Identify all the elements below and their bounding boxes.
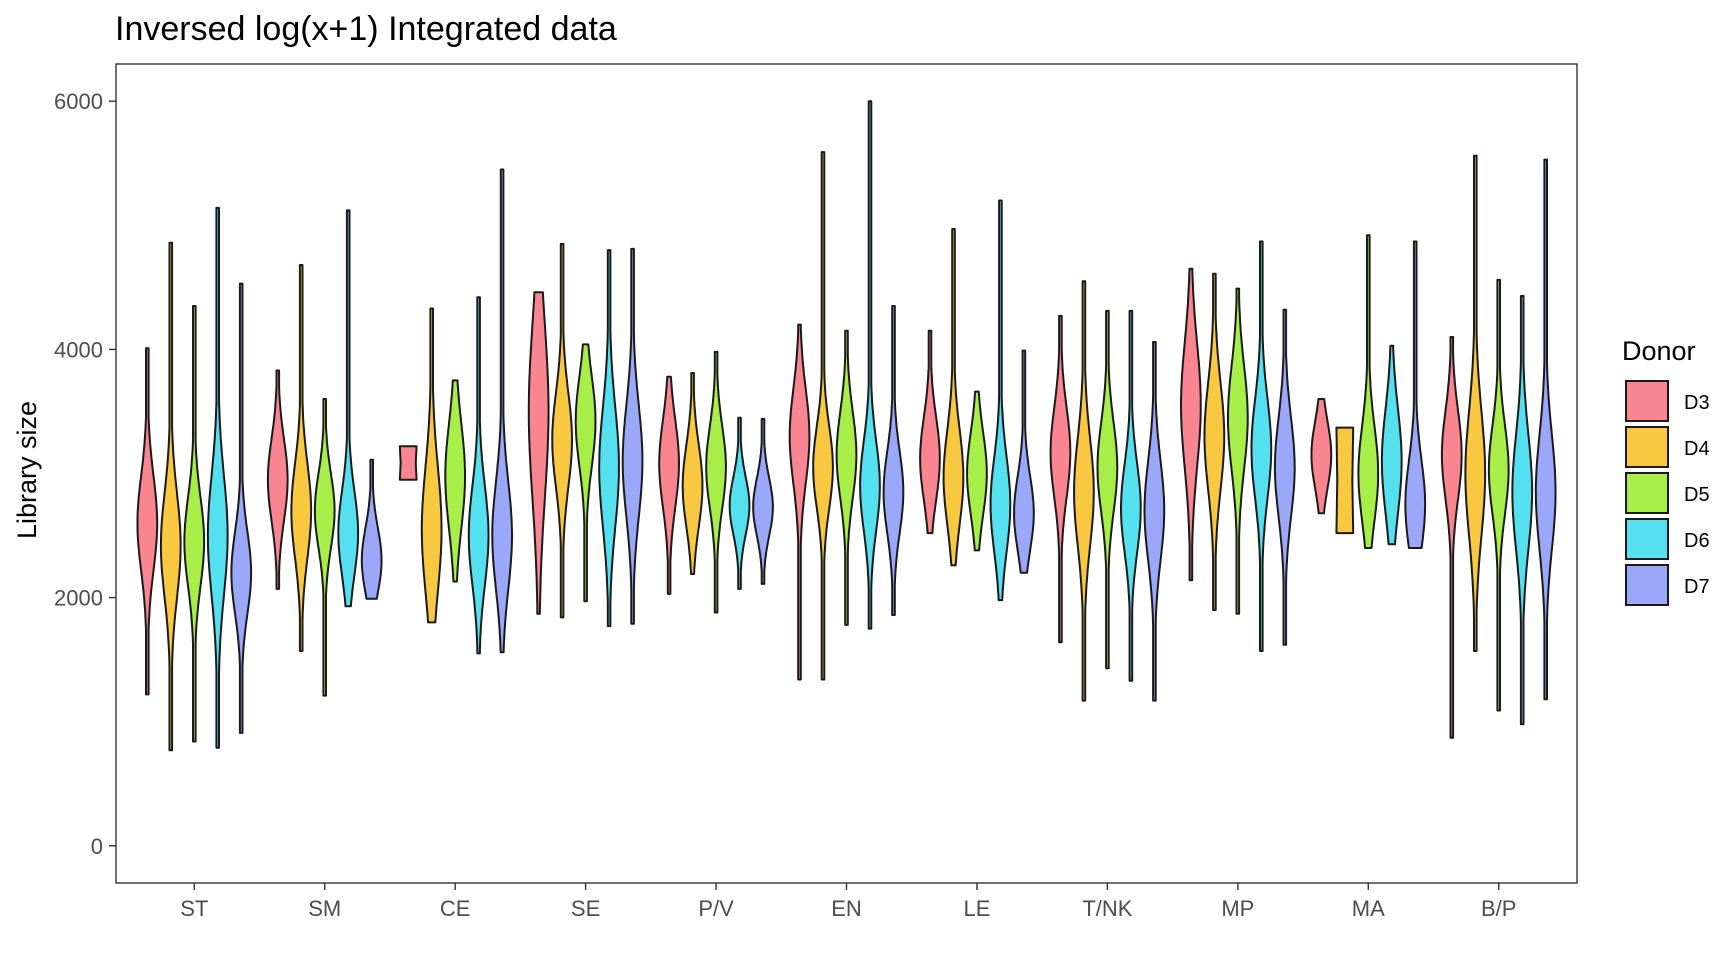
x-tick-label: MP [1221, 896, 1254, 921]
violin-d5-le [966, 390, 988, 552]
legend-label-d3: D3 [1684, 392, 1710, 414]
legend-label-d4: D4 [1684, 438, 1710, 460]
violin-d4-b-p [1464, 154, 1487, 652]
y-tick-label: 0 [91, 834, 103, 859]
violin-d3-st [136, 347, 159, 696]
violin-d7-se [621, 247, 644, 625]
violin-d6-b-p [1511, 295, 1534, 726]
violin-d7-st [230, 282, 253, 734]
y-tick-label: 6000 [54, 89, 103, 114]
violin-d4-se [551, 242, 573, 619]
violin-d3-sm [266, 369, 289, 590]
legend-key-d5 [1625, 472, 1669, 514]
legend: Donor D3 D4 D5 D6 D7 [1622, 336, 1710, 606]
violin-d7-le [1013, 349, 1035, 574]
violin-d3-en [788, 323, 811, 681]
violin-d4-en [812, 151, 834, 681]
violin-d7-ce [491, 168, 513, 654]
violin-d6-en [859, 100, 881, 630]
x-tick-label: P/V [698, 896, 734, 921]
violin-d4-t-nk [1073, 280, 1095, 702]
x-axis: ST SM CE SE P/V EN LE T/NK MP MA B/P [180, 883, 1516, 921]
legend-label-d7: D7 [1684, 576, 1710, 598]
violin-d7-ma [1404, 240, 1427, 549]
violin-d5-st [183, 305, 206, 743]
violin-d4-mp [1203, 272, 1226, 611]
violin-d3-se [527, 291, 550, 615]
legend-key-d4 [1625, 426, 1669, 468]
violin-d3-b-p [1440, 336, 1463, 739]
violin-d3-p-v [658, 375, 680, 595]
violin-d3-t-nk [1049, 314, 1072, 644]
x-tick-label: SM [308, 896, 341, 921]
violin-d4-ma [1335, 426, 1355, 535]
y-tick-label: 4000 [54, 337, 103, 362]
violin-d6-ma [1380, 344, 1403, 546]
x-tick-label: B/P [1481, 896, 1516, 921]
violin-d7-p-v [752, 417, 774, 585]
legend-key-d3 [1625, 380, 1669, 422]
violin-d4-st [159, 241, 182, 752]
violin-d5-sm [313, 398, 336, 697]
violin-d5-mp [1227, 287, 1249, 615]
chart-title: Inversed log(x+1) Integrated data [115, 10, 617, 48]
violin-d4-ce [420, 307, 443, 624]
violin-d5-en [835, 329, 858, 626]
violin-d7-sm [360, 458, 383, 600]
x-tick-label: LE [963, 896, 990, 921]
y-axis-title: Library size [12, 401, 42, 539]
x-tick-label: ST [180, 896, 208, 921]
violin-d3-ma [1310, 398, 1333, 515]
legend-title: Donor [1622, 336, 1696, 366]
legend-label-d5: D5 [1684, 484, 1710, 506]
violin-d5-p-v [705, 350, 727, 614]
y-axis: 0 2000 4000 6000 [54, 89, 116, 859]
violin-d4-le [942, 228, 965, 567]
violin-d7-t-nk [1143, 341, 1166, 702]
violin-d7-en [882, 305, 905, 616]
legend-key-d7 [1625, 564, 1669, 606]
violin-d7-b-p [1534, 158, 1557, 701]
x-tick-label: EN [831, 896, 862, 921]
violin-d6-le [989, 199, 1012, 602]
violin-d6-sm [337, 209, 360, 608]
violin-d5-t-nk [1096, 309, 1119, 670]
violin-d4-p-v [681, 372, 704, 575]
legend-key-d6 [1625, 518, 1669, 560]
violin-d6-ce [467, 296, 490, 655]
y-tick-label: 2000 [54, 586, 103, 611]
violin-d6-st [206, 206, 229, 749]
x-tick-label: CE [440, 896, 471, 921]
violin-d6-t-nk [1120, 309, 1142, 682]
violin-d7-mp [1273, 308, 1296, 646]
violin-d3-ce [398, 445, 418, 481]
violin-d3-mp [1180, 267, 1202, 582]
x-tick-label: SE [571, 896, 600, 921]
violin-d6-mp [1250, 240, 1273, 652]
violin-d5-b-p [1487, 278, 1510, 712]
violin-d6-p-v [728, 416, 751, 590]
x-tick-label: MA [1352, 896, 1385, 921]
violin-d5-ce [444, 379, 466, 583]
violin-d3-le [919, 329, 941, 535]
violin-d6-se [598, 249, 620, 628]
violin-d5-ma [1357, 234, 1380, 549]
violin-marks [136, 100, 1557, 752]
legend-label-d6: D6 [1684, 530, 1710, 552]
violin-d5-se [574, 343, 597, 603]
violin-d4-sm [290, 264, 313, 652]
x-tick-label: T/NK [1082, 896, 1132, 921]
